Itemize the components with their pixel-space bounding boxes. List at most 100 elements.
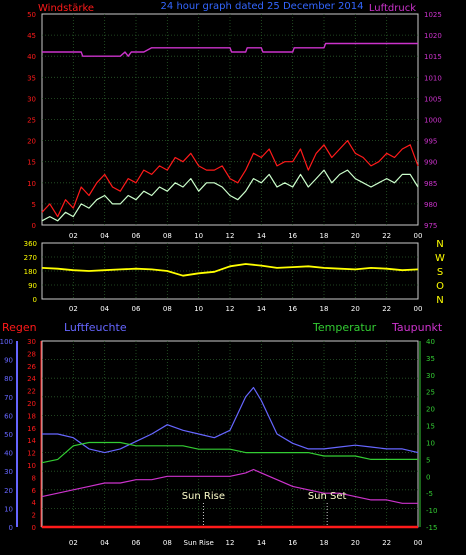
y2-tick-label: 980 [424,201,437,209]
x-tick-label: 14 [257,539,266,547]
y-tick-label: 10 [27,180,36,188]
chart-title: 24 hour graph dated 25 December 2014 [161,1,364,12]
x-tick-label: 12 [226,305,235,313]
y-tick-label: 360 [24,240,37,248]
x-tick-label: 04 [100,305,109,313]
wind-pressure-panel: Windstärke 24 hour graph dated 25 Decemb… [27,1,442,240]
x-tick-label: 00 [414,539,423,547]
temperature-tick-label: -15 [426,524,437,532]
x-tick-label: 06 [132,305,141,313]
y-tick-label: 40 [27,53,36,61]
temperature-tick-label: 15 [426,423,435,431]
series-line-0 [41,140,419,218]
temperature-tick-label: -5 [426,490,433,498]
y-ticks-temperature: -15 -10 -5 0 5 10 15 20 25 30 35 40 [426,338,437,532]
humidity-label: Luftfeuchte [64,321,127,334]
y-tick-label: 20 [27,138,36,146]
x-tick-label: 12 [226,539,235,547]
x-tick-label: 02 [69,539,78,547]
compass-label: O [436,281,444,292]
x-tick-label: 20 [351,539,360,547]
x-tick-label: 06 [132,539,141,547]
rain-tick-label: 12 [27,450,36,458]
direction-line-0 [41,263,419,277]
temperature-tick-label: 40 [426,338,435,346]
x-tick-label: 22 [382,305,391,313]
x-tick-label: 22 [382,539,391,547]
x-ticks-wind: 02 04 06 08 10 12 14 16 18 20 22 00 [69,232,423,240]
temperature-tick-label: 25 [426,389,435,397]
y2-tick-label: 1010 [424,74,442,82]
y-ticks-pressure: 975 980 985 990 995 1000 1005 1010 1015 1020 1025 [424,11,442,230]
rain-tick-label: 14 [27,437,36,445]
humidity-tick-label: 30 [4,468,13,476]
x-tick-label: 16 [288,232,297,240]
pressure-axis-label: Luftdruck [369,3,416,14]
x-tick-label: 18 [320,232,329,240]
y2-tick-label: 975 [424,222,437,230]
x-tick-label: 10 [194,232,203,240]
x-tick-label: Sun Rise [184,539,214,547]
x-tick-label: 18 [320,305,329,313]
x-tick-label: 20 [351,305,360,313]
x-tick-label: 22 [382,232,391,240]
series-line-2 [42,42,418,57]
grid-wind [42,14,418,225]
temperature-tick-label: 0 [426,473,430,481]
x-tick-label: 08 [163,232,172,240]
series-line-1 [41,169,419,222]
temperature-tick-label: 10 [426,439,435,447]
annotation-label: Sun Rise [182,491,225,502]
y-tick-label: 30 [27,95,36,103]
y-ticks-wind: 0 5 10 15 20 25 30 35 40 45 50 [27,11,36,230]
x-tick-label: 02 [69,232,78,240]
rain-tick-label: 30 [27,338,36,346]
temperature-tick-label: 5 [426,456,430,464]
y2-tick-label: 985 [424,180,437,188]
rain-tick-label: 2 [32,512,36,520]
x-tick-label: 10 [194,305,203,313]
rain-tick-label: 24 [27,375,36,383]
x-tick-label: 08 [163,539,172,547]
humidity-tick-label: 0 [9,524,13,532]
climate-line-1 [41,441,418,464]
x-tick-label: 16 [288,305,297,313]
y2-tick-label: 990 [424,159,437,167]
x-tick-label: 04 [100,232,109,240]
rain-tick-label: 20 [27,400,36,408]
compass-label: S [437,267,443,278]
y-tick-label: 0 [33,296,37,304]
compass-label: N [436,295,443,306]
humidity-tick-label: 20 [4,487,13,495]
x-tick-label: 16 [288,539,297,547]
series-direction [41,263,419,277]
humidity-tick-label: 40 [4,450,13,458]
x-tick-label: 00 [414,305,423,313]
x-tick-label: 04 [100,539,109,547]
y2-tick-label: 1020 [424,32,442,40]
humidity-tick-label: 50 [4,431,13,439]
compass-label: N [436,239,443,250]
humidity-tick-label: 80 [4,375,13,383]
y-tick-label: 90 [28,282,37,290]
dewpoint-label: Taupunkt [391,321,443,334]
rain-tick-label: 8 [32,474,36,482]
y2-tick-label: 995 [424,138,437,146]
rain-tick-label: 16 [27,425,36,433]
x-tick-label: 14 [257,305,266,313]
series-wind [41,42,419,222]
rain-tick-label: 10 [27,462,36,470]
x-tick-label: 08 [163,305,172,313]
series-climate [41,386,419,529]
annotation-label: Sun Set [308,491,347,502]
x-ticks-climate: 02 04 06 08 Sun Rise 12 14 16 18 20 22 00 [69,539,423,547]
rain-tick-label: 28 [27,350,36,358]
x-tick-label: 12 [226,232,235,240]
y-ticks-direction: 360 270 180 90 0 [24,240,37,304]
y2-tick-label: 1000 [424,117,442,125]
temperature-tick-label: 20 [426,406,435,414]
